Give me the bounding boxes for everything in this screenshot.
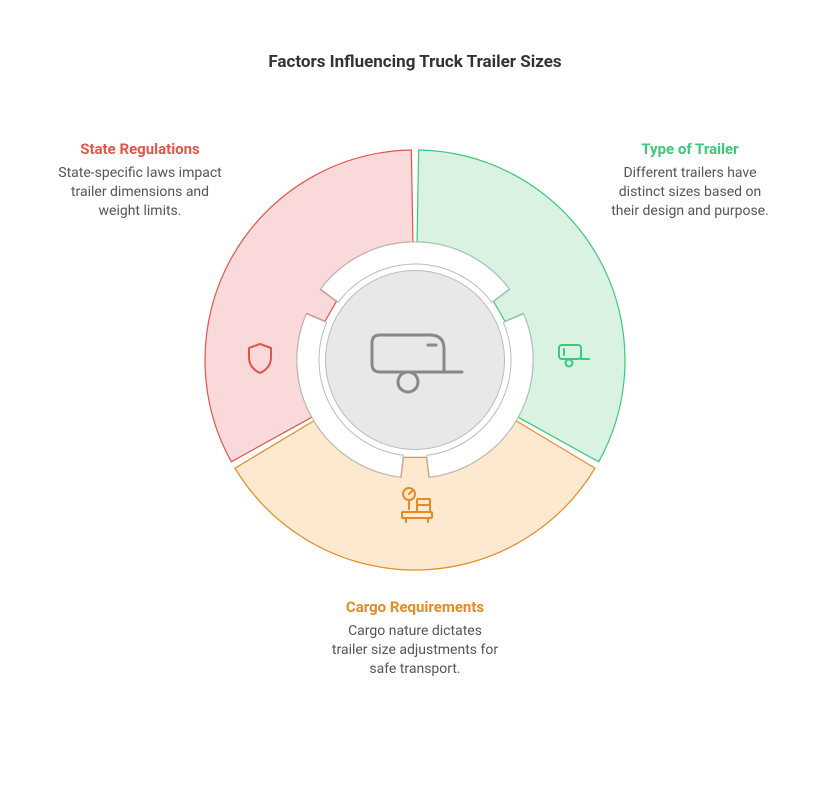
trailer-icon xyxy=(360,320,470,400)
label-cargo-desc: Cargo nature dictates trailer size adjus… xyxy=(330,622,500,679)
label-type-desc: Different trailers have distinct sizes b… xyxy=(605,164,775,221)
donut-chart xyxy=(200,145,630,575)
center-circle xyxy=(325,270,505,450)
label-state: State Regulations State-specific laws im… xyxy=(55,140,225,221)
shield-icon xyxy=(244,341,276,377)
label-type: Type of Trailer Different trailers have … xyxy=(605,140,775,221)
label-cargo: Cargo Requirements Cargo nature dictates… xyxy=(330,598,500,679)
label-state-desc: State-specific laws impact trailer dimen… xyxy=(55,164,225,221)
scale-icon xyxy=(396,485,436,525)
label-state-title: State Regulations xyxy=(55,140,225,158)
chart-title: Factors Influencing Truck Trailer Sizes xyxy=(0,52,830,72)
trailer-small-icon xyxy=(556,341,592,369)
label-cargo-title: Cargo Requirements xyxy=(330,598,500,616)
label-type-title: Type of Trailer xyxy=(605,140,775,158)
